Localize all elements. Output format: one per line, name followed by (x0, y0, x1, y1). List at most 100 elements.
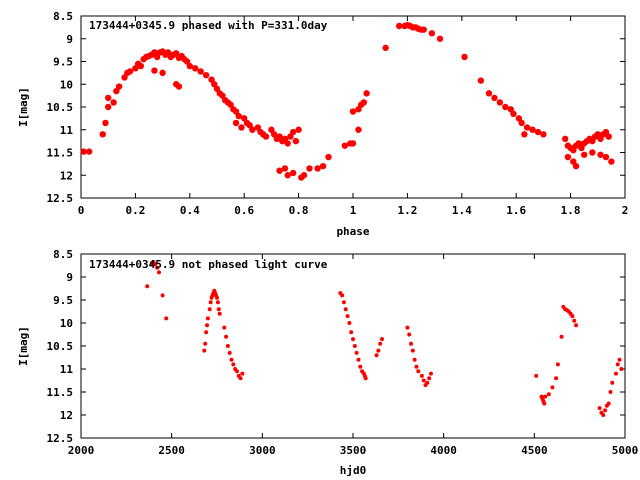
data-point (351, 337, 355, 342)
data-point (215, 300, 220, 305)
data-point (102, 119, 109, 127)
data-point (325, 153, 332, 161)
data-point (605, 133, 612, 140)
data-point (597, 406, 602, 411)
y-tick-label: 10 (60, 78, 73, 91)
y-tick-label: 10 (60, 317, 73, 330)
data-point (601, 413, 606, 417)
y-tick-label: 12.5 (47, 192, 74, 205)
data-point (192, 65, 199, 72)
data-point (105, 103, 112, 111)
data-point (295, 126, 302, 133)
data-point (543, 394, 548, 399)
axis-ticks: 2000 2500 3000 3500 4000 4500 5000 8.5 9 9.5 10 10.… (47, 248, 639, 457)
data-point (485, 90, 493, 97)
data-point (300, 172, 308, 179)
data-point (164, 316, 169, 321)
x-tick-label: 3000 (249, 444, 276, 457)
data-point (340, 293, 345, 298)
data-point (319, 162, 327, 170)
data-point (510, 110, 517, 118)
data-point (231, 362, 236, 367)
data-point (555, 362, 560, 367)
data-point (461, 53, 468, 61)
x-tick-label: 0.8 (289, 204, 309, 217)
data-point (349, 108, 357, 115)
data-point (347, 321, 352, 325)
data-point (235, 112, 242, 120)
data-point (610, 380, 615, 385)
data-point (608, 158, 615, 165)
data-point (534, 373, 539, 378)
data-point (597, 151, 604, 158)
chart-title: 173444+0345.9 phased with P=331.0day (89, 19, 328, 32)
data-point (284, 172, 291, 179)
data-point (360, 99, 368, 106)
data-point (529, 126, 536, 133)
data-point (314, 165, 321, 172)
x-tick-label: 0 (78, 204, 85, 217)
data-point (126, 68, 134, 75)
data-point (542, 401, 547, 406)
data-point (137, 62, 145, 70)
data-point (289, 169, 297, 177)
data-point (276, 167, 283, 174)
data-point (262, 133, 270, 140)
y-tick-label: 9.5 (53, 56, 73, 69)
data-point (175, 83, 183, 90)
y-tick-label: 12 (60, 409, 73, 422)
data-point (341, 142, 349, 149)
data-point (215, 295, 219, 300)
data-point (420, 26, 427, 33)
y-tick-label: 10.5 (47, 101, 74, 114)
data-point (380, 337, 385, 342)
data-point (208, 300, 213, 305)
y-axis-label: I[mag] (17, 87, 30, 127)
y-tick-label: 11 (60, 363, 74, 376)
x-tick-label: 0.4 (180, 204, 200, 217)
data-point (341, 300, 346, 305)
data-point (602, 153, 610, 161)
data-point (145, 284, 150, 289)
data-point (619, 367, 624, 371)
data-point (363, 376, 368, 381)
data-point (222, 325, 227, 330)
y-tick-label: 8.5 (53, 248, 73, 261)
x-tick-label: 0.2 (125, 204, 145, 217)
x-tick-label: 1.2 (397, 204, 417, 217)
data-point (613, 371, 618, 376)
data-point (617, 357, 622, 362)
data-point (554, 376, 559, 381)
data-point (85, 148, 93, 155)
data-point (151, 67, 158, 74)
data-point (355, 126, 362, 133)
data-point (382, 44, 389, 52)
data-point (99, 131, 106, 138)
data-point (606, 401, 611, 406)
data-point (502, 103, 509, 111)
data-point (436, 35, 444, 42)
data-point (205, 316, 210, 321)
data-points (80, 21, 615, 181)
data-point (559, 334, 564, 339)
data-point (207, 307, 212, 312)
y-axis-label: I[mag] (17, 326, 30, 366)
y-tick-label: 8.5 (53, 10, 73, 23)
data-point (570, 314, 575, 319)
data-point (155, 265, 160, 270)
data-point (356, 357, 361, 362)
data-point (217, 311, 222, 316)
data-point (521, 131, 528, 138)
data-point (534, 128, 542, 136)
data-point (234, 369, 239, 374)
data-point (410, 348, 415, 353)
x-tick-label: 5000 (612, 444, 639, 457)
data-point (608, 390, 613, 394)
y-tick-label: 9 (66, 33, 73, 46)
data-point (238, 124, 245, 131)
data-point (523, 124, 531, 131)
unphased-light-curve-panel: 2000 2500 3000 3500 4000 4500 5000 8.5 9 9.5 10 10.… (17, 248, 638, 477)
data-point (227, 350, 232, 355)
y-tick-label: 9.5 (53, 294, 73, 307)
